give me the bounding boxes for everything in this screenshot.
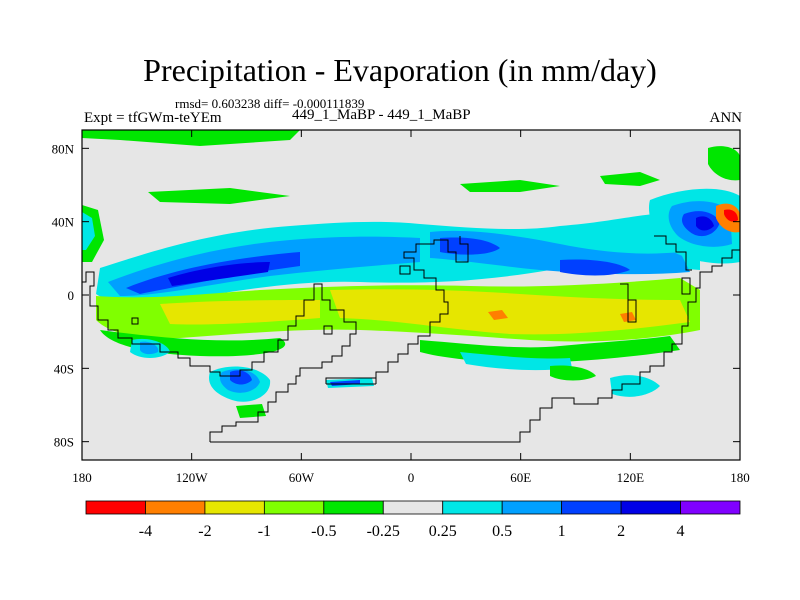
colorbar-swatch (680, 500, 741, 515)
experiment-label: Expt = tfGWm-teYEm (84, 110, 222, 126)
colorbar-swatch (561, 500, 622, 515)
field-shading (82, 130, 740, 418)
colorbar-swatch (620, 500, 681, 515)
coastline (131, 317, 139, 325)
colorbar-swatch (323, 500, 384, 515)
colorbar-label: -4 (139, 523, 152, 540)
coastline (681, 277, 691, 295)
chart-title: Precipitation - Evaporation (in mm/day) (143, 52, 657, 88)
coastline (654, 235, 692, 271)
colorbar-label: 2 (617, 523, 625, 540)
field-region (140, 341, 159, 355)
y-tick-label: 80N (52, 141, 75, 156)
field-region (560, 259, 630, 276)
field-region (82, 130, 300, 146)
y-tick-label: 80S (54, 435, 74, 450)
field-region (230, 370, 252, 385)
x-tick-label: 60W (289, 470, 315, 485)
field-region (236, 404, 266, 418)
colorbar-label: 0.5 (492, 523, 512, 540)
x-tick-label: 120E (617, 470, 645, 485)
colorbar-label: -2 (198, 523, 211, 540)
colorbar-swatch (382, 500, 444, 515)
y-axis: 80N 40N 0 40S 80S (52, 141, 740, 450)
colorbar-swatch (85, 500, 146, 515)
colorbar-swatch (145, 500, 206, 515)
x-tick-label: 180 (730, 470, 750, 485)
field-region (168, 262, 270, 286)
field-region (610, 375, 660, 397)
coastlines (82, 235, 740, 443)
y-tick-label: 0 (68, 288, 75, 303)
y-tick-label: 40S (54, 361, 74, 376)
y-tick-label: 40N (52, 215, 75, 230)
x-tick-label: 60E (510, 470, 531, 485)
colorbar: -4 -2 -1 -0.5 -0.25 0.25 0.5 1 2 4 (85, 500, 741, 540)
coastline (399, 265, 411, 275)
field-region (550, 365, 596, 381)
field-region (696, 216, 714, 231)
field-region (430, 230, 690, 275)
coastline (82, 271, 357, 442)
x-tick-label: 120W (176, 470, 209, 485)
colorbar-label: -1 (258, 523, 271, 540)
field-region (708, 146, 740, 181)
colorbar-label: 4 (677, 523, 685, 540)
colorbar-label: 0.25 (429, 523, 457, 540)
colorbar-swatch (263, 500, 325, 515)
coastline (375, 236, 469, 384)
stats-label: rmsd= 0.603238 diff= -0.000111839 (175, 96, 365, 111)
field-region (148, 188, 290, 204)
coastline (325, 377, 376, 384)
field-region (160, 300, 320, 325)
field-region (460, 352, 572, 371)
field-region (440, 237, 500, 255)
field-region (724, 209, 738, 222)
coastline (620, 283, 637, 323)
field-region (330, 289, 690, 335)
x-axis: 180 120W 60W 0 60E 120E 180 (72, 130, 750, 485)
field-region (488, 310, 508, 320)
x-tick-label: 0 (408, 470, 415, 485)
coastline (210, 249, 740, 443)
chart-subtitle: 449_1_MaBP - 449_1_MaBP (292, 107, 471, 123)
field-region (600, 172, 660, 186)
coastline (323, 325, 333, 335)
colorbar-label: -0.25 (367, 523, 400, 540)
colorbar-label: -0.5 (311, 523, 336, 540)
colorbar-swatch (501, 500, 563, 515)
colorbar-swatch (204, 500, 265, 515)
season-label: ANN (709, 110, 743, 126)
colorbar-swatch (442, 500, 503, 515)
field-region (460, 180, 560, 192)
x-tick-label: 180 (72, 470, 92, 485)
colorbar-label: 1 (558, 523, 566, 540)
